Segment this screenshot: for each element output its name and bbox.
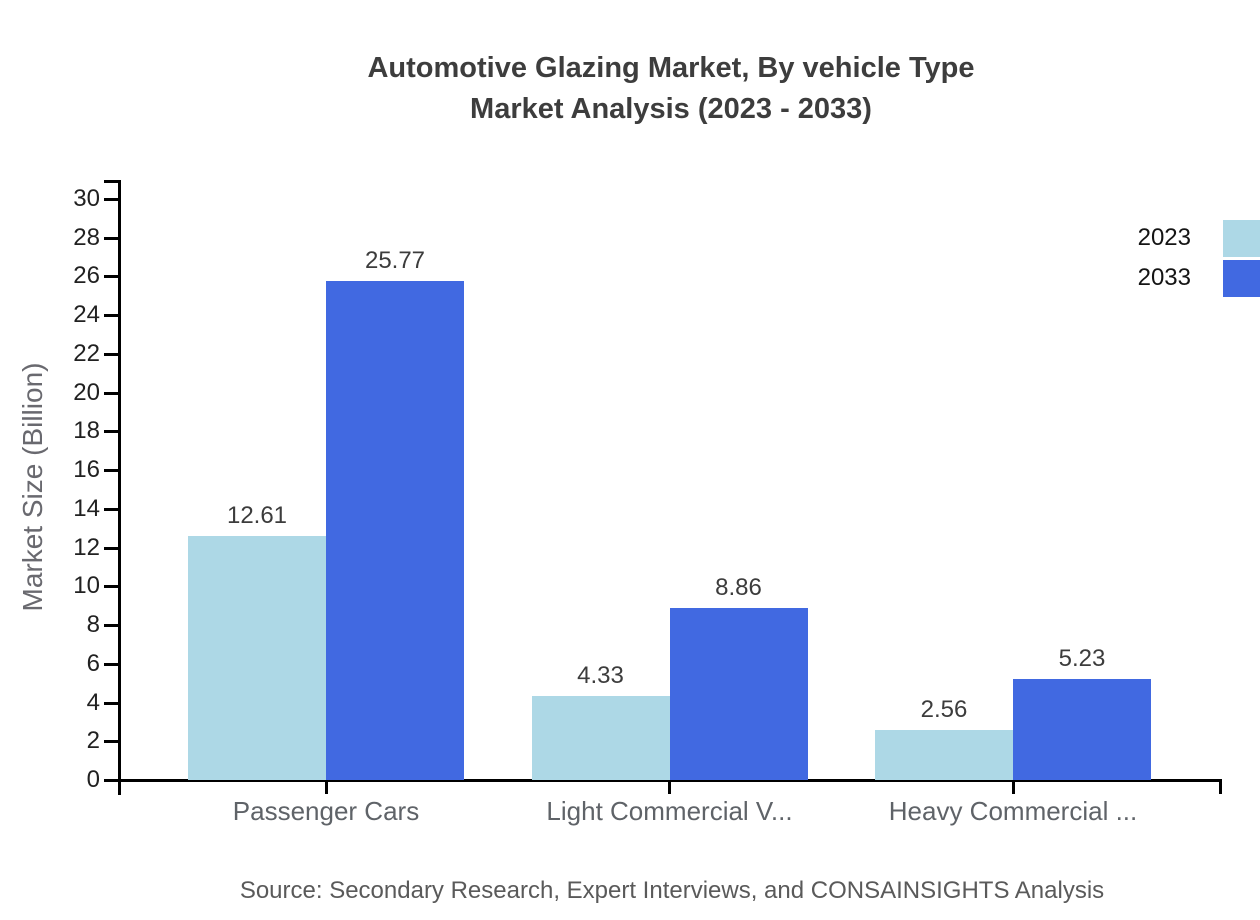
legend-swatch-2023 — [1223, 220, 1260, 257]
y-tick-label: 10 — [73, 572, 100, 600]
y-tick — [104, 624, 118, 628]
y-tick — [104, 391, 118, 395]
y-tick — [104, 198, 118, 201]
y-tick — [104, 430, 118, 434]
source-note: Source: Secondary Research, Expert Inter… — [239, 877, 1105, 904]
bar-2033-2 — [1013, 678, 1151, 780]
y-tick — [104, 314, 118, 318]
y-tick — [104, 585, 118, 589]
y-tick — [104, 352, 118, 356]
y-tick-label: 0 — [86, 766, 100, 793]
bar-value-label: 4.33 — [577, 662, 624, 690]
y-tick — [104, 507, 118, 511]
bar-value-label: 25.77 — [364, 246, 426, 274]
x-tick — [1011, 780, 1015, 794]
bar-2033-0 — [326, 280, 464, 780]
bar-2023-1 — [531, 696, 670, 780]
y-tick — [104, 275, 118, 279]
chart-title-line1: Automotive Glazing Market, By vehicle Ty… — [367, 52, 975, 84]
y-tick — [104, 701, 118, 705]
x-tick — [668, 780, 671, 794]
y-tick-label: 14 — [73, 494, 100, 522]
bar-value-label: 8.86 — [715, 574, 762, 602]
bar-2033-1 — [669, 608, 808, 780]
y-tick-label: 8 — [86, 611, 100, 639]
y-tick-label: 26 — [73, 262, 100, 290]
y-tick — [104, 779, 118, 782]
legend-swatch-2033 — [1223, 260, 1260, 297]
y-tick-label: 28 — [73, 223, 100, 251]
chart-title: Automotive Glazing Market, By vehicle Ty… — [120, 48, 1222, 130]
bar-2023-0 — [188, 535, 326, 780]
y-axis-line — [118, 180, 121, 795]
y-tick — [104, 546, 118, 550]
y-tick-label: 18 — [73, 417, 100, 445]
y-tick-label: 16 — [73, 456, 100, 484]
y-tick — [104, 236, 118, 240]
y-tick-label: 6 — [86, 649, 100, 677]
y-axis-endcap-tick — [104, 180, 118, 183]
bar-value-label: 2.56 — [920, 696, 968, 724]
x-axis-endcap-tick — [1219, 780, 1222, 794]
y-tick-label: 12 — [73, 533, 100, 561]
y-tick-label: 2 — [86, 727, 100, 755]
bar-2023-2 — [875, 730, 1013, 780]
y-tick-label: 22 — [73, 339, 100, 367]
y-tick — [104, 740, 118, 744]
x-tick — [324, 780, 328, 794]
y-tick-label: 24 — [73, 301, 100, 329]
legend-label-2023: 2023 — [1137, 224, 1191, 251]
x-category-label: Passenger Cars — [232, 796, 420, 826]
bar-value-label: 12.61 — [226, 501, 288, 529]
x-category-label: Heavy Commercial ... — [888, 796, 1138, 826]
y-tick — [104, 662, 118, 666]
bar-value-label: 5.23 — [1058, 644, 1106, 672]
y-tick-label: 4 — [86, 688, 100, 716]
legend-label-2033: 2033 — [1137, 264, 1191, 291]
y-tick — [104, 469, 118, 473]
x-category-label: Light Commercial V... — [546, 796, 793, 826]
y-tick-label: 30 — [73, 185, 100, 212]
chart-title-line2: Market Analysis (2023 - 2033) — [470, 93, 872, 125]
y-tick-label: 20 — [73, 378, 100, 406]
